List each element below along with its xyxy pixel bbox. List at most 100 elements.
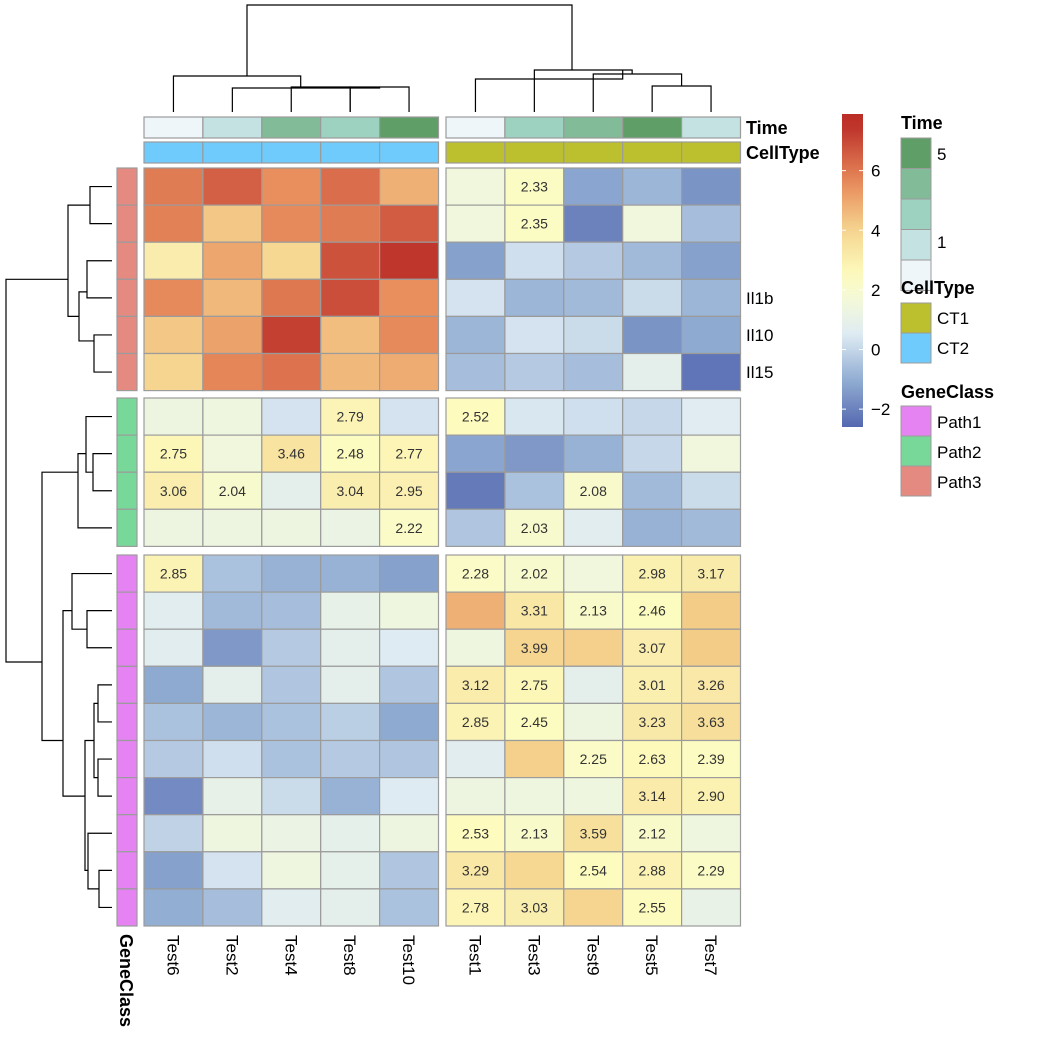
- geneclass-annotation-cell: [116, 851, 138, 890]
- dendrogram-branch: [533, 69, 633, 112]
- heatmap-cell: [202, 241, 263, 280]
- time-legend-swatch: [900, 229, 932, 261]
- heatmap-cell: [320, 628, 381, 667]
- cell-value-label: 3.17: [697, 566, 724, 582]
- time-legend-label: 5: [937, 145, 946, 164]
- cell-value-label: 2.22: [395, 520, 422, 536]
- heatmap-cell: [504, 628, 565, 667]
- column-label: Test8: [340, 935, 359, 976]
- heatmap-cell: [622, 278, 683, 317]
- heatmap-cell: [379, 508, 440, 547]
- heatmap-cell: [202, 397, 263, 436]
- dendrogram-branch: [651, 85, 712, 112]
- heatmap-cell: [504, 776, 565, 816]
- time-legend-swatch: [900, 137, 932, 169]
- cell-value-label: 3.59: [580, 825, 607, 841]
- heatmap-cell: [445, 591, 506, 630]
- heatmap-cell: [143, 591, 204, 630]
- heatmap-cell: [504, 814, 565, 853]
- geneclass-legend-label: Path1: [937, 413, 981, 432]
- heatmap-cell: [563, 204, 624, 243]
- dendrogram-branch: [85, 415, 112, 473]
- heatmap-cell: [563, 739, 624, 779]
- color-scale-tick-label: 4: [871, 221, 880, 240]
- heatmap-cell: [445, 241, 506, 280]
- celltype-annotation-cell: [320, 141, 381, 164]
- heatmap-cell: [563, 554, 624, 593]
- heatmap-cell: [379, 851, 440, 890]
- heatmap-cell: [680, 278, 742, 317]
- heatmap-cell: [261, 591, 322, 630]
- heatmap-cell: [202, 204, 263, 243]
- heatmap-cell: [504, 591, 565, 630]
- dendrogram-branch: [78, 291, 94, 342]
- row-label: Il10: [746, 326, 773, 345]
- dendrograms: [5, 4, 712, 909]
- celltype-annotation-cell: [504, 141, 565, 164]
- heatmap-cell: [202, 554, 263, 593]
- cell-value-label: 2.75: [521, 677, 548, 693]
- heatmap-cell: [379, 665, 440, 704]
- geneclass-legend-swatch: [900, 465, 932, 497]
- heatmap-cell: [680, 241, 742, 280]
- dendrogram-branch: [41, 471, 78, 742]
- cell-value-label: 2.48: [337, 446, 364, 462]
- time-annotation-cell: [622, 116, 683, 139]
- heatmap-cell: [563, 397, 624, 436]
- dendrogram-branch: [97, 758, 112, 797]
- cell-value-label: 2.33: [521, 179, 548, 195]
- heatmap-cell: [261, 278, 322, 317]
- heatmap-cell: [379, 397, 440, 436]
- time-legend-swatch: [900, 168, 932, 200]
- heatmap-cell: [563, 702, 624, 742]
- dendrogram-branch: [97, 684, 112, 723]
- dendrogram-branch: [86, 260, 112, 299]
- cell-value-label: 3.04: [337, 483, 364, 499]
- heatmap-cell: [379, 739, 440, 779]
- heatmap-cell: [445, 628, 506, 667]
- celltype-annotation-cell: [622, 141, 683, 164]
- heatmap-cell: [261, 888, 322, 927]
- column-label: Test1: [465, 935, 484, 976]
- heatmap-cell: [680, 628, 742, 667]
- celltype-annotation-cell: [202, 141, 263, 164]
- heatmap-cell: [445, 739, 506, 779]
- dendrogram-branch: [62, 610, 85, 797]
- heatmap-cell: [445, 702, 506, 742]
- heatmap-cell: [202, 702, 263, 742]
- heatmap-cell: [379, 591, 440, 630]
- legends: −2 0 2 4 6 Time 5 1 CellType CT1 CT2 GeneClass Path1…: [842, 113, 994, 497]
- heatmap-cell: [143, 702, 204, 742]
- cell-value-label: 2.39: [697, 751, 724, 767]
- heatmap-cell: [504, 241, 565, 280]
- cell-value-label: 2.13: [580, 603, 607, 619]
- heatmap-cell: [261, 851, 322, 890]
- heatmap-cells: 2.33 2.35 2.79 2.52 2.75 3.46 2.48 2.77 3.06 2.04…: [143, 167, 742, 927]
- dendrogram-branch: [84, 739, 94, 871]
- heatmap-cell: [504, 851, 565, 890]
- cell-value-label: 2.85: [462, 714, 489, 730]
- time-annotation-cell: [504, 116, 565, 139]
- heatmap-cell: [261, 776, 322, 816]
- cell-value-label: 3.46: [278, 446, 305, 462]
- heatmap-cell: [622, 204, 683, 243]
- geneclass-annotation-cell: [116, 434, 138, 473]
- cell-value-label: 2.45: [521, 714, 548, 730]
- heatmap-cell: [202, 434, 263, 473]
- heatmap-cell: [261, 315, 322, 355]
- heatmap-cell: [320, 591, 381, 630]
- celltype-annotation-cell: [143, 141, 204, 164]
- heatmap-cell: [379, 814, 440, 853]
- geneclass-annotation-cell: [116, 702, 138, 742]
- heatmap-cell: [563, 241, 624, 280]
- heatmap-cell: [143, 167, 204, 206]
- dendrogram-branch: [77, 453, 112, 529]
- heatmap-cell: [320, 471, 381, 510]
- heatmap-cell: [680, 888, 742, 927]
- cell-value-label: 2.75: [160, 446, 187, 462]
- geneclass-legend-label: Path2: [937, 443, 981, 462]
- cell-value-label: 2.85: [160, 566, 187, 582]
- heatmap-cell: [680, 591, 742, 630]
- column-label: Test9: [583, 935, 602, 976]
